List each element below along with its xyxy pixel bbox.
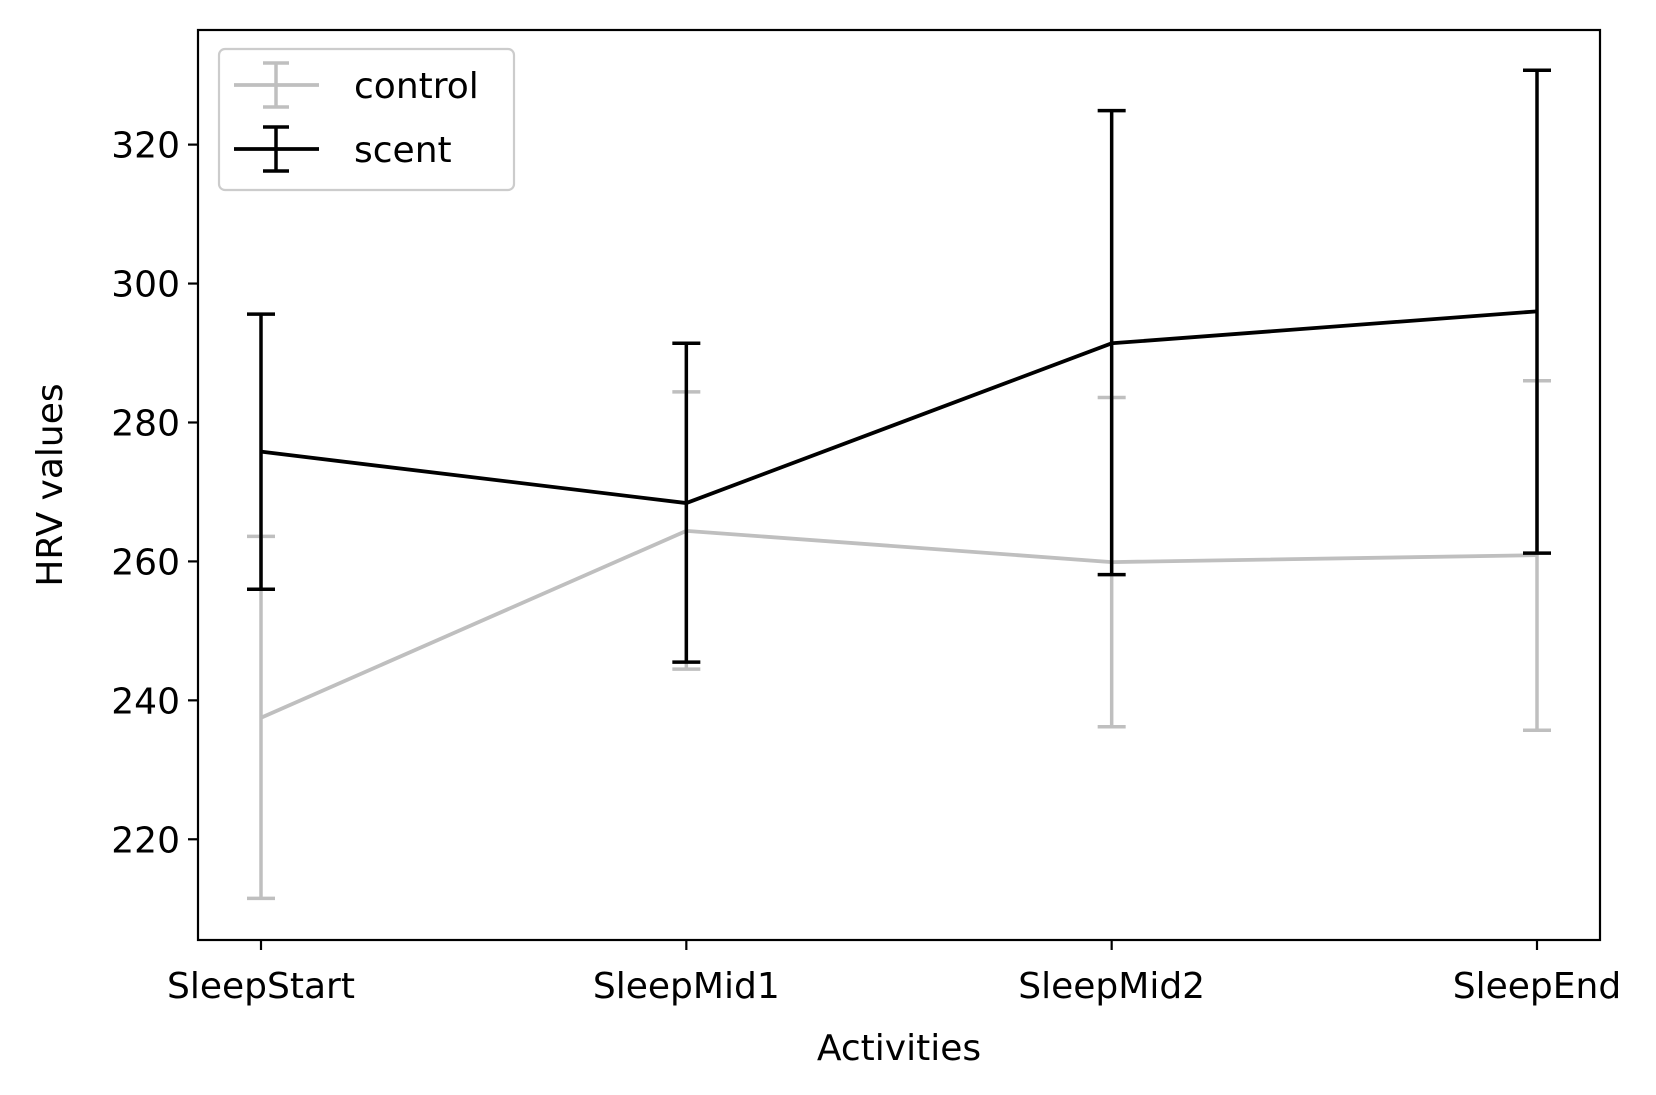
y-tick-label: 240 — [111, 681, 180, 722]
x-axis: SleepStart SleepMid1 SleepMid2 SleepEnd — [167, 940, 1621, 1007]
legend: control scent — [217, 47, 516, 192]
x-axis-label: Activities — [817, 1028, 981, 1069]
legend-entry-control: control — [234, 61, 479, 109]
plot-frame — [196, 28, 1602, 942]
y-tick-label: 220 — [111, 820, 180, 861]
y-tick-label: 320 — [111, 126, 180, 167]
plot-marks — [247, 68, 1551, 901]
series-line — [260, 528, 1538, 720]
series-scent — [247, 68, 1551, 664]
x-tick-label: SleepEnd — [1453, 966, 1621, 1007]
legend-label: scent — [354, 130, 452, 171]
legend-label: control — [354, 66, 479, 107]
y-axis-label: HRV values — [30, 383, 71, 586]
x-tick-label: SleepMid2 — [1018, 966, 1205, 1007]
x-tick-label: SleepMid1 — [593, 966, 780, 1007]
y-tick-label: 280 — [111, 403, 180, 444]
legend-entry-scent: scent — [234, 125, 452, 173]
series-line — [260, 309, 1538, 505]
x-tick-label: SleepStart — [167, 966, 355, 1007]
y-tick-label: 260 — [111, 542, 180, 583]
y-tick-label: 300 — [111, 265, 180, 306]
y-axis: 220 240 260 280 300 320 — [111, 126, 198, 861]
